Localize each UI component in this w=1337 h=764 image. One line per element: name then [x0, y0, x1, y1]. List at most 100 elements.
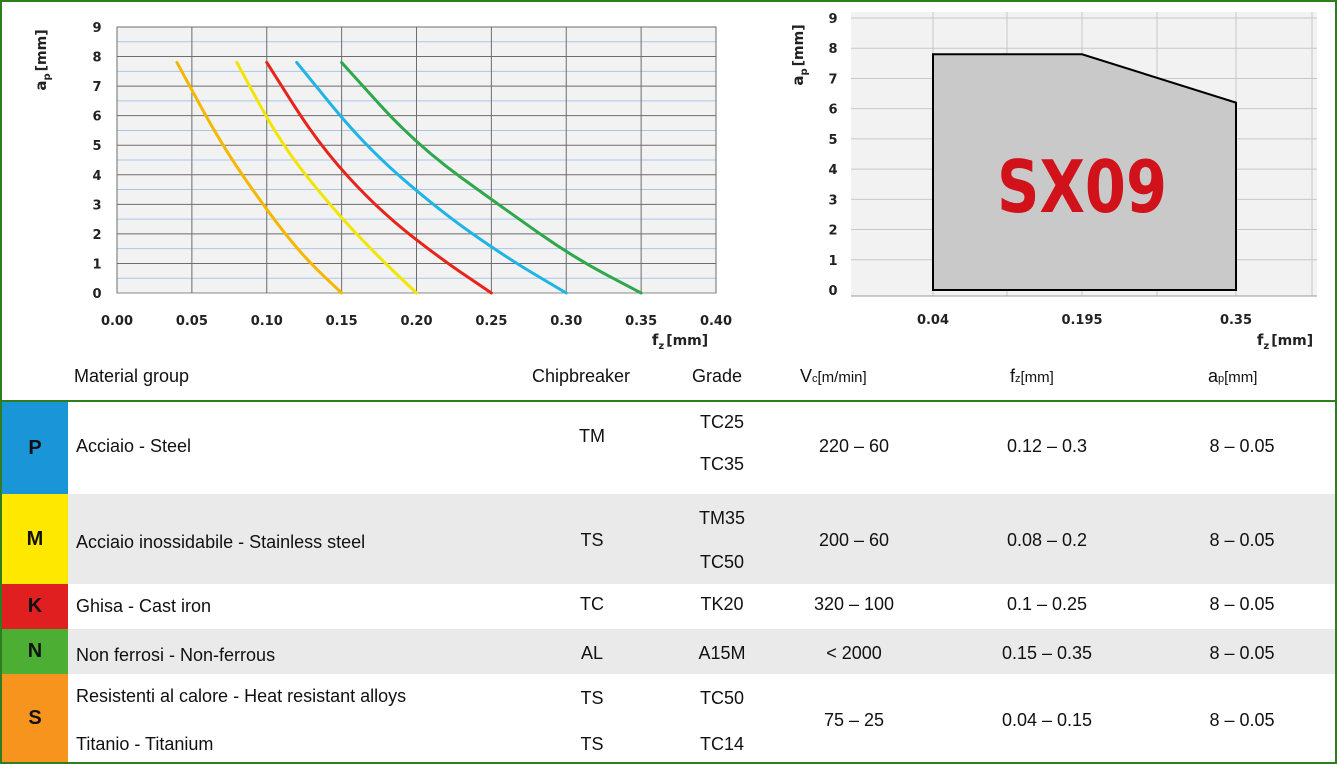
- header-fz: fz[mm]: [1010, 366, 1054, 387]
- grade-cell: TC50: [699, 688, 744, 708]
- vc-cell: 75 – 25: [823, 710, 885, 730]
- table-row-n: N Non ferrosi - Non-ferrous AL A15M < 20…: [2, 629, 1335, 674]
- x-axis-label: fz [mm]: [1257, 331, 1313, 352]
- y-tick-label: 3: [92, 198, 101, 213]
- vc-cell: < 2000: [826, 643, 882, 663]
- y-axis-label-text: ap [mm]: [789, 24, 810, 85]
- material-name: Resistenti al calore - Heat resistant al…: [76, 686, 407, 706]
- header-ap-sub: p: [1218, 373, 1225, 385]
- grade-cell: TK20: [700, 594, 744, 614]
- ap-cell: 8 – 0.05: [1209, 530, 1275, 550]
- header-vc-sub: c: [812, 373, 818, 385]
- table-row-k: K Ghisa - Cast iron TC TK20 320 – 100 0.…: [2, 584, 1335, 629]
- series-line-0: [175, 60, 344, 295]
- x-tick-label: 0.35: [1220, 313, 1252, 328]
- y-axis-label-sub: p: [799, 68, 810, 75]
- material-name: Acciaio - Steel: [76, 436, 192, 456]
- x-tick-label: 0.05: [176, 314, 208, 329]
- x-axis-label-unit: [mm]: [666, 333, 708, 349]
- y-axis-label-sub: p: [42, 73, 53, 80]
- y-tick-label: 9: [92, 21, 101, 36]
- feed-depth-chart: 0.00 0.05 0.10 0.15 0.20 0.25 0.30 0.35 0.40 0 1 2 3…: [32, 21, 732, 352]
- material-name: Acciaio inossidabile - Stainless steel: [76, 532, 366, 552]
- material-name: Titanio - Titanium: [76, 734, 214, 754]
- y-tick-label: 6: [828, 103, 837, 118]
- table-row-p: P Acciaio - Steel TM TC25 TC35 220 – 60 …: [2, 402, 1335, 494]
- y-axis-label-unit: [mm]: [34, 29, 50, 71]
- header-ap-symbol: a: [1208, 366, 1219, 386]
- series-line-3: [295, 60, 568, 295]
- grade-cell: TC14: [699, 734, 744, 754]
- iso-badge-m: M: [2, 494, 68, 584]
- fz-cell: 0.1 – 0.25: [1006, 594, 1088, 614]
- fz-cell: 0.12 – 0.3: [1006, 436, 1088, 456]
- y-axis-label-unit: [mm]: [791, 24, 807, 66]
- x-tick-label: 0.20: [400, 314, 432, 329]
- chipbreaker-cell: TS: [580, 530, 604, 550]
- grade-cell: TM35: [698, 508, 745, 528]
- chipbreaker-cell: TS: [580, 734, 604, 754]
- header-vc-symbol: V: [800, 366, 813, 386]
- y-tick-label: 1: [92, 257, 101, 272]
- x-axis-label-symbol: f: [652, 331, 659, 349]
- header-fz-unit: [mm]: [1020, 369, 1054, 386]
- series-line-2: [265, 60, 493, 295]
- y-tick-label: 0: [92, 287, 101, 302]
- fz-cell: 0.15 – 0.35: [1001, 643, 1093, 663]
- header-chipbreaker: Chipbreaker: [532, 366, 631, 386]
- y-tick-label: 5: [828, 133, 837, 148]
- x-tick-label: 0.40: [700, 314, 732, 329]
- iso-badge-n: N: [2, 629, 68, 674]
- ap-cell: 8 – 0.05: [1209, 710, 1275, 730]
- y-axis-label: ap [mm]: [32, 29, 53, 90]
- x-tick-label: 0.15: [326, 314, 358, 329]
- header-vc-unit: [m/min]: [817, 369, 867, 386]
- header-ap: ap[mm]: [1208, 366, 1257, 387]
- y-tick-label: 4: [92, 169, 101, 184]
- series-line-1: [235, 60, 418, 295]
- chipbreaker-cell: AL: [580, 643, 604, 663]
- working-area-polygon: [932, 53, 1237, 291]
- ap-cell: 8 – 0.05: [1209, 643, 1275, 663]
- header-vc: Vc[m/min]: [800, 366, 867, 387]
- header-divider: [0, 400, 1337, 402]
- x-axis-label: fz [mm]: [652, 331, 708, 352]
- x-tick-label: 0.30: [550, 314, 582, 329]
- grade-cell: TC25: [699, 412, 744, 432]
- y-tick-label: 2: [92, 228, 101, 243]
- y-tick-label: 0: [828, 284, 837, 299]
- header-ap-unit: [mm]: [1224, 369, 1258, 386]
- x-tick-label: 0.195: [1061, 313, 1102, 328]
- iso-badge-k: K: [2, 584, 68, 629]
- grade-cell: TC35: [699, 454, 744, 474]
- series-line-4: [340, 60, 643, 295]
- x-axis-label-sub: z: [658, 341, 664, 352]
- y-axis-label-symbol: a: [32, 81, 50, 91]
- y-tick-label: 4: [828, 163, 837, 178]
- header-material: Material group: [74, 366, 190, 386]
- y-tick-label: 3: [828, 193, 837, 208]
- x-axis-label-unit: [mm]: [1271, 333, 1313, 349]
- x-axis-label-symbol: f: [1257, 331, 1264, 349]
- x-axis-label-sub: z: [1263, 341, 1269, 352]
- chart-title: SX09: [997, 145, 1167, 229]
- iso-badge-p: P: [2, 402, 68, 494]
- ap-cell: 8 – 0.05: [1209, 594, 1275, 614]
- fz-cell: 0.04 – 0.15: [1001, 710, 1093, 730]
- chipbreaker-cell: TC: [580, 594, 604, 614]
- y-tick-label: 9: [828, 12, 837, 27]
- y-axis-label-text: ap [mm]: [32, 29, 53, 90]
- y-tick-label: 8: [828, 42, 837, 57]
- vc-cell: 320 – 100: [813, 594, 895, 614]
- y-tick-label: 1: [828, 254, 837, 269]
- y-axis-label-symbol: a: [789, 76, 807, 86]
- fz-cell: 0.08 – 0.2: [1006, 530, 1088, 550]
- grade-cell: A15M: [698, 643, 746, 663]
- material-name: Non ferrosi - Non-ferrous: [76, 645, 276, 665]
- vc-cell: 200 – 60: [818, 530, 890, 550]
- y-axis-label: ap [mm]: [789, 24, 810, 85]
- chipbreaker-cell: TS: [580, 688, 604, 708]
- chipbreaker-cell: TM: [579, 426, 605, 446]
- table-row-m: M Acciaio inossidabile - Stainless steel…: [2, 494, 1335, 584]
